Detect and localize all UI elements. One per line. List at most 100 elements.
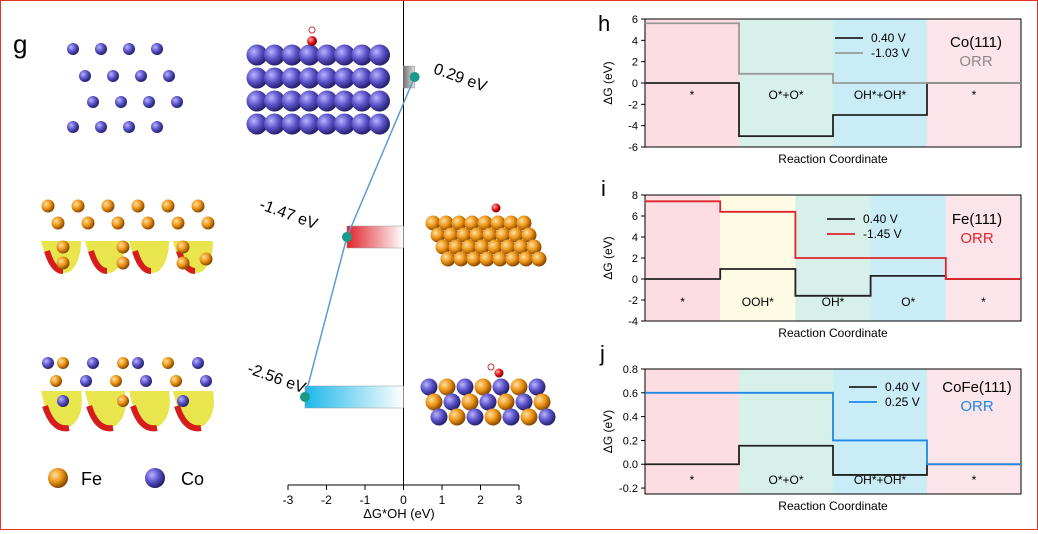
co-atom-icon [264, 67, 285, 89]
panel-j-plot-frame [644, 368, 1022, 495]
fe-atom-icon [505, 251, 521, 267]
fe-atom-icon [117, 395, 129, 407]
fe-atom-icon [201, 216, 215, 230]
panel-j-chart: -0.2 0.0 0.2 0.4 0.6 0.8 ΔG (eV) Reaction Coord… [601, 364, 1022, 513]
co-atom-icon [151, 43, 163, 55]
panel-j-xlabel: Reaction Coordinate [778, 499, 888, 513]
co-atom-icon [264, 113, 285, 135]
co-atom-icon [334, 113, 355, 135]
fe-atom-icon [51, 216, 65, 230]
fe-atom-icon [81, 216, 95, 230]
panel-j-step-band [927, 369, 1021, 494]
co-atom-icon [281, 44, 303, 66]
panel-h-legend-label: -1.03 V [871, 46, 910, 60]
fe-atom-icon [510, 378, 528, 396]
panel-j-series-line [645, 391, 1021, 466]
panel-g-xtick-label: -2 [321, 493, 332, 507]
fe-atom-icon [176, 240, 190, 254]
fe-atom-icon [116, 240, 130, 254]
panel-g-data-label: -1.47 eV [257, 196, 320, 233]
panel-g-xtick-label: 3 [516, 493, 523, 507]
fe-atom-icon [56, 256, 70, 270]
panel-i-system-label: Fe(111) [952, 211, 1002, 228]
co-atom-icon [151, 121, 163, 133]
co-atom-icon [369, 90, 390, 112]
co-atom-icon [420, 378, 438, 396]
fe-atom-icon [461, 393, 479, 411]
panel-g-point [341, 232, 352, 242]
panel-h-step-label: * [690, 88, 695, 102]
panel-g-xtick-label: 2 [477, 493, 484, 507]
co-atom-icon [466, 408, 484, 426]
panel-i-step-label: * [680, 295, 685, 309]
co-atom-icon [456, 378, 474, 396]
co-atom-icon [67, 43, 79, 55]
panel-h-ytick-label: -6 [628, 142, 638, 154]
co-atom-icon [67, 121, 79, 133]
panel-i-ytick-label: 4 [632, 232, 638, 244]
panel-i-chart: -4 -2 0 2 4 6 8 ΔG (eV) Reaction Coordinate * OOH*… [601, 190, 1022, 340]
fe-atom-icon [438, 215, 454, 231]
fe-atom-icon [500, 239, 516, 255]
co-atom-icon [334, 67, 355, 89]
co-atom-icon [299, 67, 320, 89]
fe-atom-icon [508, 227, 524, 243]
fe-atom-icon [170, 375, 182, 387]
panel-j-step-label: O*+O* [768, 473, 803, 487]
fe-atom-icon [490, 215, 506, 231]
fe-atom-icon [199, 252, 213, 266]
co-atom-icon [140, 375, 152, 387]
panel-i-series-line [645, 200, 1021, 280]
fe-atom-icon [448, 239, 464, 255]
hydrogen-atom-icon [308, 26, 316, 34]
co-atom-icon [492, 378, 510, 396]
panel-i-step-band [945, 195, 1021, 321]
fe-atom-icon [141, 216, 155, 230]
co-atom-icon [281, 113, 303, 135]
panel-h-ytick-label: 6 [632, 14, 638, 26]
panel-g-data-label: 0.29 eV [431, 61, 489, 96]
fe-atom-icon [56, 240, 70, 254]
atom-legend: Fe Co [48, 468, 204, 489]
fe-atom-icon [461, 239, 477, 255]
co-atom-icon [264, 90, 285, 112]
fe-atom-icon [176, 256, 190, 270]
fe-atom-icon [161, 199, 175, 213]
panel-h-series-line [645, 22, 1021, 84]
panel-i-step-label: * [981, 295, 986, 309]
charge-depletion-isosurface [86, 405, 114, 432]
co-atom-icon [87, 357, 99, 369]
panel-letter-i: i [601, 176, 606, 201]
panel-i-ytick-label: 0 [632, 274, 638, 286]
co-atom-icon [57, 395, 69, 407]
fe-atom-icon [497, 393, 515, 411]
panel-letter-h: h [598, 11, 610, 36]
panel-j-legend-label: 0.25 V [885, 395, 920, 409]
fe-atom-icon [484, 408, 502, 426]
co-atom-icon [299, 44, 320, 66]
fe-atom-icon [492, 251, 508, 267]
panel-i-ytick-label: -2 [628, 295, 638, 307]
panel-h-xlabel: Reaction Coordinate [778, 152, 888, 166]
panel-h-legend-label: 0.40 V [871, 31, 906, 45]
co-atom-icon [143, 96, 155, 108]
fe-atom-legend-icon [48, 468, 68, 488]
panel-j-step-band [833, 369, 927, 494]
fe-atom-icon [57, 357, 69, 369]
fe-atom-icon [110, 375, 122, 387]
panel-j-step-band [645, 369, 739, 494]
panel-h-chart: -6 -4 -2 0 2 4 6 ΔG (eV) Reaction Coordinate * O*+… [601, 14, 1022, 166]
panel-i-step-band [645, 195, 721, 321]
co-atom-icon [246, 113, 268, 135]
co-atom-icon [281, 67, 303, 89]
charge-depletion-isosurface [132, 250, 152, 274]
panel-g-xlabel: ΔG*OH (eV) [363, 506, 435, 521]
panel-i-reaction-label: ORR [960, 230, 994, 247]
panel-h-ylabel: ΔG (eV) [601, 61, 615, 104]
panel-i-ytick-label: -4 [628, 316, 638, 328]
panel-j-system-label: CoFe(111) [942, 379, 1011, 396]
panel-i-step-band [720, 195, 796, 321]
panel-h-ytick-label: 0 [632, 78, 638, 90]
